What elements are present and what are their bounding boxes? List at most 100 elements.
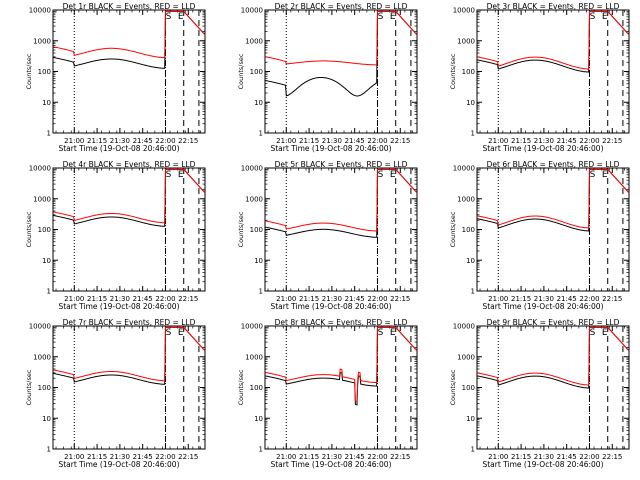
series-line-lld bbox=[52, 168, 206, 224]
y-tick-label: 1 bbox=[471, 288, 475, 296]
x-tick-label: 22:15 bbox=[390, 295, 410, 303]
plot-frame bbox=[476, 325, 630, 450]
x-tick-label: 22:15 bbox=[602, 295, 622, 303]
y-tick-label: 1000 bbox=[33, 195, 51, 203]
series-line-lld bbox=[52, 326, 206, 382]
y-tick-label: 1 bbox=[47, 446, 51, 454]
series-line-events bbox=[264, 10, 418, 97]
x-axis-label: Start Time (19-Oct-08 20:46:00) bbox=[482, 144, 603, 153]
x-tick-label: 22:15 bbox=[178, 453, 198, 461]
x-tick-label: 22:15 bbox=[602, 137, 622, 145]
plot-frame bbox=[476, 9, 630, 134]
x-tick-label: 21:45 bbox=[557, 137, 577, 145]
chart-panel-6: Det 6r BLACK = Events, RED = LLD 1 10 100 10… bbox=[449, 160, 630, 311]
x-tick-label: 22:15 bbox=[390, 137, 410, 145]
chart-title: Det 6r BLACK = Events, RED = LLD bbox=[487, 160, 620, 169]
y-tick-label: 1 bbox=[259, 288, 263, 296]
x-tick-label: 21:45 bbox=[133, 137, 153, 145]
x-tick-label: 21:45 bbox=[133, 295, 153, 303]
annotation-e: E bbox=[390, 170, 396, 180]
x-tick-label: 22:00 bbox=[367, 295, 387, 303]
y-tick-label: 10000 bbox=[453, 7, 475, 15]
y-tick-label: 10000 bbox=[453, 165, 475, 173]
y-tick-label: 10000 bbox=[29, 7, 51, 15]
x-tick-label: 22:00 bbox=[579, 137, 599, 145]
series-line-lld bbox=[476, 10, 630, 70]
y-tick-label: 10000 bbox=[29, 323, 51, 331]
annotation-e: E bbox=[602, 328, 608, 338]
y-tick-label: 10 bbox=[254, 415, 263, 423]
x-tick-label: 21:15 bbox=[511, 295, 531, 303]
x-tick-label: 22:00 bbox=[155, 137, 175, 145]
series-line-lld bbox=[476, 168, 630, 229]
y-tick-label: 100 bbox=[38, 226, 51, 234]
y-tick-label: 100 bbox=[462, 384, 475, 392]
chart-title: Det 1r BLACK = Events, RED = LLD bbox=[63, 2, 196, 11]
chart-title: Det 7r BLACK = Events, RED = LLD bbox=[63, 318, 196, 327]
annotation-s: S bbox=[590, 328, 596, 338]
y-tick-label: 100 bbox=[250, 226, 263, 234]
y-tick-label: 100 bbox=[250, 384, 263, 392]
x-tick-label: 21:30 bbox=[534, 295, 554, 303]
annotation-e: E bbox=[602, 170, 608, 180]
x-tick-label: 21:15 bbox=[299, 453, 319, 461]
plot-frame bbox=[264, 325, 418, 450]
annotation-s: S bbox=[378, 12, 384, 22]
annotation-s: S bbox=[590, 170, 596, 180]
x-tick-label: 21:00 bbox=[64, 295, 84, 303]
y-tick-label: 10 bbox=[42, 415, 51, 423]
annotation-e: E bbox=[390, 328, 396, 338]
x-tick-label: 21:00 bbox=[276, 295, 296, 303]
x-tick-label: 22:00 bbox=[367, 137, 387, 145]
y-tick-label: 1 bbox=[47, 288, 51, 296]
y-tick-label: 100 bbox=[38, 384, 51, 392]
y-tick-label: 10 bbox=[42, 257, 51, 265]
chart-panel-9: Det 9r BLACK = Events, RED = LLD 1 10 100 10… bbox=[449, 318, 630, 469]
x-axis-label: Start Time (19-Oct-08 20:46:00) bbox=[58, 144, 179, 153]
plot-frame bbox=[476, 167, 630, 292]
x-tick-label: 21:00 bbox=[488, 453, 508, 461]
x-tick-label: 21:15 bbox=[511, 137, 531, 145]
y-tick-label: 1 bbox=[259, 446, 263, 454]
y-tick-label: 1 bbox=[259, 130, 263, 138]
x-tick-label: 21:45 bbox=[133, 453, 153, 461]
x-tick-label: 21:30 bbox=[322, 137, 342, 145]
plot-frame bbox=[264, 167, 418, 292]
x-tick-label: 21:15 bbox=[299, 137, 319, 145]
y-tick-label: 10 bbox=[466, 415, 475, 423]
x-tick-label: 21:45 bbox=[557, 453, 577, 461]
y-tick-label: 1 bbox=[471, 130, 475, 138]
y-tick-label: 10000 bbox=[241, 7, 263, 15]
x-tick-label: 22:00 bbox=[579, 295, 599, 303]
y-tick-label: 100 bbox=[462, 68, 475, 76]
y-tick-label: 10 bbox=[42, 99, 51, 107]
y-tick-label: 1 bbox=[471, 446, 475, 454]
x-tick-label: 21:30 bbox=[110, 137, 130, 145]
x-tick-label: 21:45 bbox=[345, 137, 365, 145]
y-tick-label: 1000 bbox=[33, 37, 51, 45]
annotation-s: S bbox=[166, 328, 172, 338]
y-axis-label: Counts/sec bbox=[25, 369, 33, 405]
chart-title: Det 5r BLACK = Events, RED = LLD bbox=[275, 160, 408, 169]
x-tick-label: 21:00 bbox=[64, 137, 84, 145]
x-tick-label: 21:30 bbox=[110, 295, 130, 303]
y-tick-label: 1000 bbox=[457, 37, 475, 45]
x-tick-label: 21:00 bbox=[488, 137, 508, 145]
y-tick-label: 10 bbox=[254, 99, 263, 107]
x-tick-label: 22:15 bbox=[602, 453, 622, 461]
y-axis-label: Counts/sec bbox=[449, 369, 457, 405]
series-line-lld bbox=[52, 10, 206, 59]
x-tick-label: 22:00 bbox=[155, 295, 175, 303]
chart-panel-5: Det 5r BLACK = Events, RED = LLD 1 10 100 10… bbox=[237, 160, 418, 311]
x-tick-label: 21:00 bbox=[276, 453, 296, 461]
y-tick-label: 1000 bbox=[245, 353, 263, 361]
x-tick-label: 21:45 bbox=[345, 453, 365, 461]
x-tick-label: 22:00 bbox=[579, 453, 599, 461]
x-tick-label: 21:45 bbox=[345, 295, 365, 303]
annotation-s: S bbox=[378, 170, 384, 180]
x-axis-label: Start Time (19-Oct-08 20:46:00) bbox=[270, 460, 391, 469]
x-tick-label: 21:30 bbox=[534, 137, 554, 145]
chart-title: Det 3r BLACK = Events, RED = LLD bbox=[487, 2, 620, 11]
y-tick-label: 1000 bbox=[33, 353, 51, 361]
